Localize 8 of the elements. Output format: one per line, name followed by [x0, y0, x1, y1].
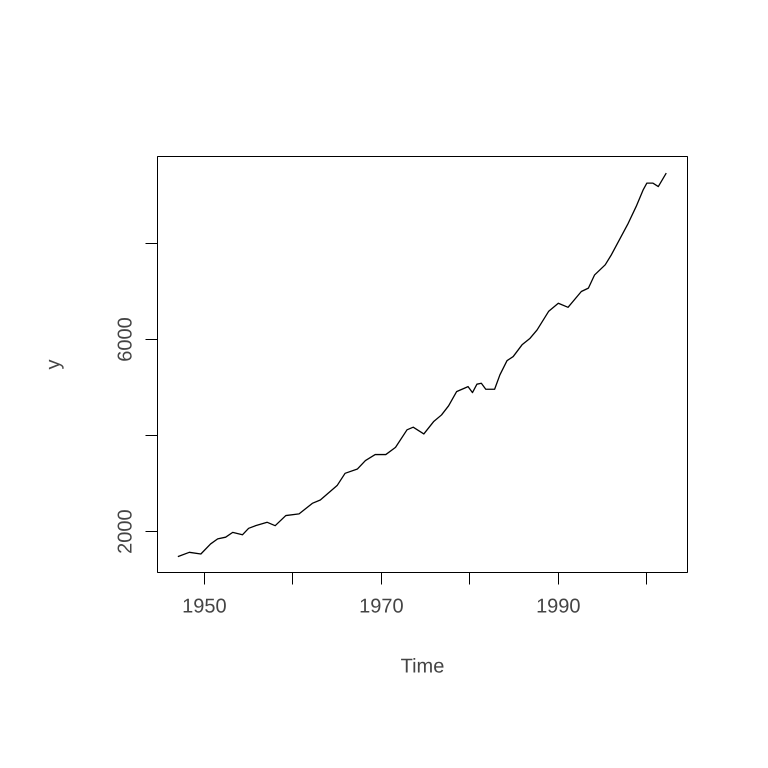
x-axis-title: Time — [400, 656, 444, 678]
x-tick-label: 1970 — [359, 596, 404, 618]
y-tick-label: 2000 — [114, 509, 136, 554]
x-tick-label: 1990 — [536, 596, 581, 618]
line-series — [177, 172, 667, 558]
x-tick-label: 1950 — [182, 596, 227, 618]
y-tick-label: 6000 — [114, 317, 136, 362]
y-axis-title: y — [42, 360, 64, 370]
